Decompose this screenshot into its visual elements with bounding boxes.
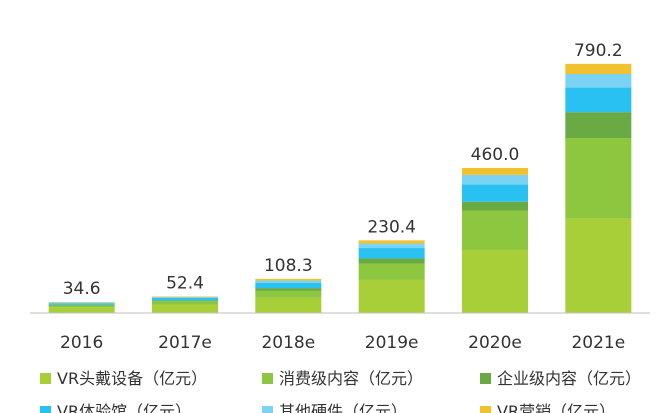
bar-segment-2016-series-5 bbox=[48, 302, 115, 304]
total-label-2021e: 790.2 bbox=[574, 41, 623, 61]
bar-segment-2021e-series-6 bbox=[565, 63, 632, 75]
x-tick-labels: 2016 2017e 2018e 2019e 2020e 2021e bbox=[60, 333, 625, 353]
legend-swatch bbox=[262, 406, 273, 413]
bar-segment-2021e-series-5 bbox=[565, 74, 632, 88]
legend-item-6: VR营销（亿元） bbox=[480, 402, 615, 413]
bar-segment-2018e-series-1 bbox=[255, 297, 322, 313]
x-tick-2018e: 2018e bbox=[261, 333, 315, 353]
legend-label: 消费级内容（亿元） bbox=[279, 369, 423, 388]
legend-swatch bbox=[480, 406, 491, 413]
x-tick-2020e: 2020e bbox=[468, 333, 522, 353]
bar-segment-2019e-series-6 bbox=[358, 240, 425, 244]
legend-label: VR营销（亿元） bbox=[497, 402, 615, 413]
bar-segment-2018e-series-2 bbox=[255, 290, 322, 298]
bar-segment-2016-series-4 bbox=[48, 303, 115, 305]
total-label-2019e: 230.4 bbox=[367, 217, 416, 237]
legend-swatch bbox=[40, 406, 51, 413]
bar-segment-2019e-series-5 bbox=[358, 243, 425, 249]
bar-segment-2019e-series-2 bbox=[358, 263, 425, 280]
bar-segment-2020e-series-4 bbox=[462, 184, 528, 202]
bar-segment-2021e-series-4 bbox=[565, 87, 632, 113]
legend-item-2: 消费级内容（亿元） bbox=[262, 369, 423, 388]
x-tick-2019e: 2019e bbox=[365, 333, 419, 353]
bar-segment-2021e-series-1 bbox=[565, 218, 632, 313]
legend-item-1: VR头戴设备（亿元） bbox=[40, 369, 207, 388]
legend-swatch bbox=[480, 373, 491, 384]
legend-item-4: VR体验馆（亿元） bbox=[40, 402, 191, 413]
bar-segment-2018e-series-4 bbox=[255, 282, 322, 289]
legend-swatch bbox=[262, 373, 273, 384]
total-label-2017e: 52.4 bbox=[166, 273, 204, 293]
x-tick-2017e: 2017e bbox=[158, 333, 212, 353]
bar-segment-2019e-series-1 bbox=[358, 279, 425, 313]
bar-segment-2018e-series-3 bbox=[255, 288, 322, 291]
x-tick-2016: 2016 bbox=[60, 333, 103, 353]
legend: VR头戴设备（亿元） 消费级内容（亿元） 企业级内容（亿元） VR体验馆（亿元） 其他硬… bbox=[40, 369, 641, 413]
bar-segment-2016-series-3 bbox=[48, 304, 115, 306]
bar-segment-2018e-series-5 bbox=[255, 280, 322, 283]
bar-segment-2017e-series-1 bbox=[152, 304, 218, 313]
legend-swatch bbox=[40, 373, 51, 384]
bar-segment-2019e-series-3 bbox=[358, 258, 425, 264]
bar-segment-2020e-series-2 bbox=[462, 210, 528, 250]
x-tick-2021e: 2021e bbox=[571, 333, 625, 353]
bar-segment-2016-series-1 bbox=[48, 307, 115, 313]
total-label-2016: 34.6 bbox=[63, 279, 101, 299]
legend-label: VR头戴设备（亿元） bbox=[57, 369, 207, 388]
legend-item-5: 其他硬件（亿元） bbox=[262, 402, 407, 413]
bar-segment-2018e-series-6 bbox=[255, 278, 322, 281]
bar-segment-2021e-series-2 bbox=[565, 138, 632, 219]
bar-segment-2019e-series-4 bbox=[358, 248, 425, 259]
bar-segment-2016-series-2 bbox=[48, 305, 115, 308]
total-labels: 34.6 52.4 108.3 230.4 460.0 790.2 bbox=[63, 41, 623, 299]
legend-label: 其他硬件（亿元） bbox=[279, 402, 407, 413]
bar-segment-2017e-series-4 bbox=[152, 298, 218, 301]
bar-segment-2020e-series-1 bbox=[462, 249, 528, 313]
bar-segment-2017e-series-3 bbox=[152, 300, 218, 302]
bar-segment-2020e-series-3 bbox=[462, 201, 528, 211]
total-label-2020e: 460.0 bbox=[471, 145, 520, 165]
bar-segment-2017e-series-2 bbox=[152, 301, 218, 305]
bars-layer bbox=[48, 63, 632, 313]
bar-segment-2020e-series-6 bbox=[462, 167, 528, 175]
legend-label: 企业级内容（亿元） bbox=[497, 369, 641, 388]
total-label-2018e: 108.3 bbox=[264, 256, 313, 276]
bar-segment-2017e-series-6 bbox=[152, 296, 218, 298]
bar-segment-2017e-series-5 bbox=[152, 297, 218, 299]
legend-item-3: 企业级内容（亿元） bbox=[480, 369, 641, 388]
bar-segment-2020e-series-5 bbox=[462, 174, 528, 185]
bar-segment-2016-series-6 bbox=[48, 302, 115, 303]
legend-label: VR体验馆（亿元） bbox=[57, 402, 191, 413]
bar-segment-2021e-series-3 bbox=[565, 112, 632, 139]
